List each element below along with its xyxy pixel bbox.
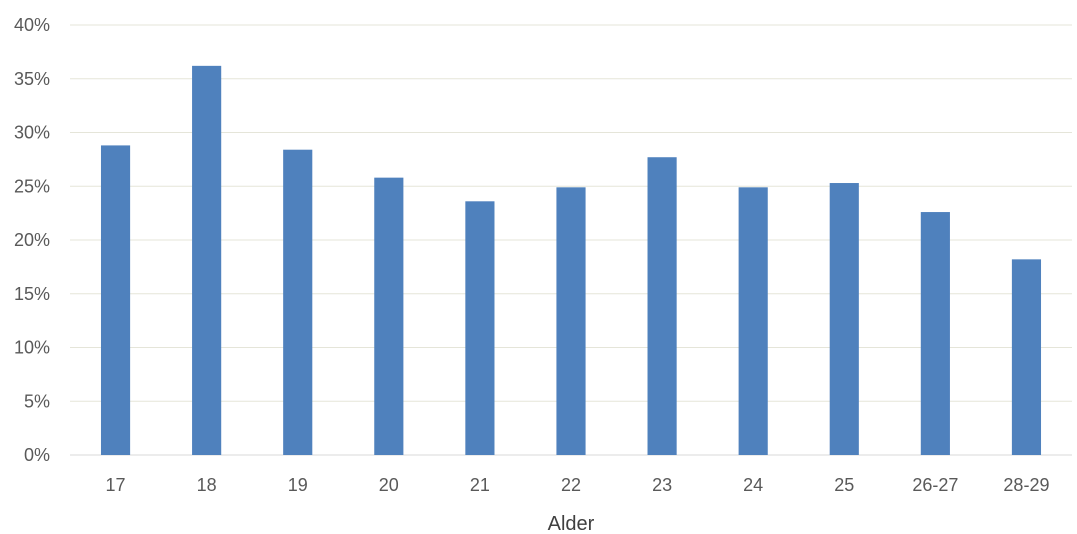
x-tick-labels: 17 18 19 20 21 22 23 24 25 26-27 28-29	[106, 475, 1050, 495]
bar-21	[465, 201, 495, 455]
x-tick-label: 23	[652, 475, 672, 495]
y-tick-label: 35%	[14, 69, 50, 89]
y-tick-label: 25%	[14, 176, 50, 196]
y-tick-labels: 0% 5% 10% 15% 20% 25% 30% 35% 40%	[14, 15, 50, 465]
y-tick-label: 15%	[14, 284, 50, 304]
bar-28-29	[1011, 259, 1042, 455]
y-tick-label: 20%	[14, 230, 50, 250]
x-tick-label: 28-29	[1003, 475, 1049, 495]
bar-20	[374, 177, 404, 455]
bar-23	[647, 157, 677, 455]
bar-17	[100, 145, 131, 455]
y-tick-label: 10%	[14, 338, 50, 358]
y-tick-label: 30%	[14, 123, 50, 143]
x-tick-label: 17	[106, 475, 126, 495]
bar-26-27	[920, 212, 950, 455]
x-tick-label: 21	[470, 475, 490, 495]
bar-18	[192, 65, 222, 455]
bars	[100, 65, 1042, 455]
x-tick-label: 19	[288, 475, 308, 495]
y-tick-label: 0%	[24, 445, 50, 465]
bar-24	[738, 187, 768, 455]
bar-22	[556, 187, 586, 455]
x-tick-label: 22	[561, 475, 581, 495]
y-tick-label: 5%	[24, 391, 50, 411]
x-tick-label: 26-27	[912, 475, 958, 495]
x-tick-label: 20	[379, 475, 399, 495]
x-tick-label: 25	[834, 475, 854, 495]
x-tick-label: 24	[743, 475, 763, 495]
bar-25	[829, 183, 859, 455]
x-axis-title: Alder	[548, 513, 595, 534]
x-tick-label: 18	[197, 475, 217, 495]
y-tick-label: 40%	[14, 15, 50, 35]
bar-19	[283, 149, 313, 455]
